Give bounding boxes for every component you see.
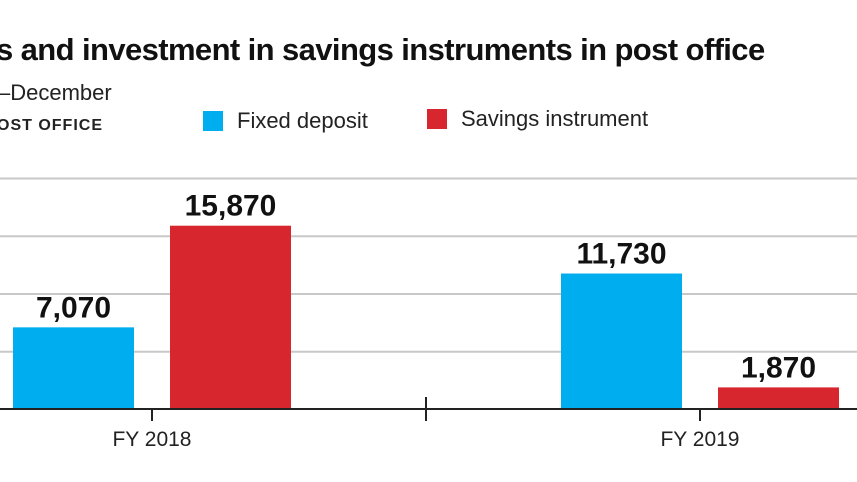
legend-swatch-fixed-deposit bbox=[203, 111, 223, 131]
chart-source: OST OFFICE bbox=[0, 117, 103, 134]
x-tick-label: FY 2018 bbox=[112, 428, 191, 451]
bar-savings-instrument-fy-2019 bbox=[718, 387, 839, 409]
x-tick-label: FY 2019 bbox=[660, 428, 739, 451]
legend-item-savings-instrument: Savings instrument bbox=[427, 106, 648, 132]
chart-title: s and investment in savings instruments … bbox=[0, 32, 765, 67]
data-label: 7,070 bbox=[36, 291, 111, 324]
chart-subtitle: –December bbox=[0, 80, 112, 105]
data-label: 1,870 bbox=[741, 351, 816, 384]
bar-savings-instrument-fy-2018 bbox=[170, 225, 291, 409]
bar-fixed-deposit-fy-2018 bbox=[13, 327, 134, 409]
legend-label-fixed-deposit: Fixed deposit bbox=[237, 108, 368, 133]
data-label: 11,730 bbox=[576, 238, 666, 271]
legend-label-savings-instrument: Savings instrument bbox=[461, 106, 649, 131]
legend-swatch-savings-instrument bbox=[427, 109, 447, 129]
data-label: 15,870 bbox=[185, 190, 277, 223]
legend-item-fixed-deposit: Fixed deposit bbox=[203, 108, 368, 134]
bar-fixed-deposit-fy-2019 bbox=[561, 273, 682, 409]
